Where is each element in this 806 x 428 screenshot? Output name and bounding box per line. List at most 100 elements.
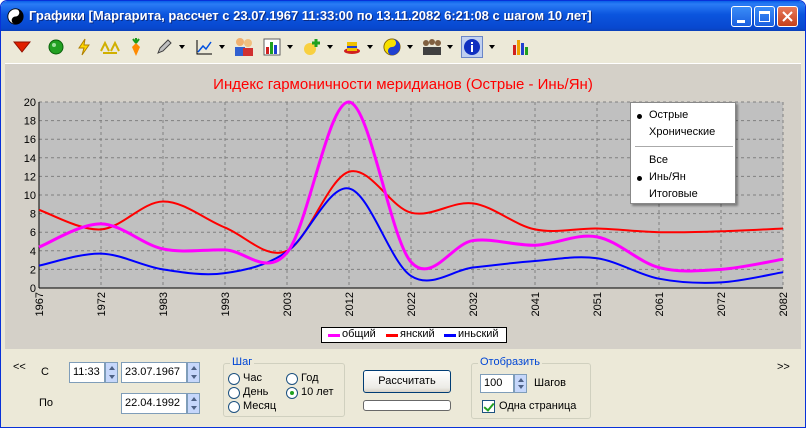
y-tick-label: 2 — [30, 264, 36, 276]
y-tick-label: 6 — [30, 227, 36, 239]
x-tick-label: 2072 — [716, 292, 728, 316]
menu-bullet-acute — [637, 114, 642, 119]
toolbar — [5, 33, 801, 61]
pen-dropdown-arrow[interactable] — [179, 45, 185, 49]
display-group: Отобразить 100 Шагов Одна страница — [471, 356, 591, 419]
x-tick-label: 2061 — [654, 292, 666, 316]
legend-swatch-total — [328, 334, 340, 337]
one-page-checkbox[interactable] — [482, 400, 495, 413]
x-tick-label: 2003 — [282, 292, 294, 316]
from-time-spinner[interactable] — [105, 362, 118, 383]
step-10years-radio[interactable] — [286, 387, 298, 399]
x-tick-label: 1967 — [34, 292, 46, 316]
legend-label-yang: янский — [400, 328, 435, 340]
x-tick-label: 2022 — [406, 292, 418, 316]
steps-label: Шагов — [534, 377, 566, 389]
bar-chart-dropdown-arrow[interactable] — [287, 45, 293, 49]
menu-item-yin-yang[interactable]: Инь/Ян — [649, 171, 686, 183]
x-tick-label: 2012 — [344, 292, 356, 316]
legend-label-yin: иньский — [458, 328, 499, 340]
chart-title: Индекс гармоничности меридианов (Острые … — [213, 76, 593, 93]
close-icon — [782, 11, 793, 22]
x-tick-label: 1983 — [158, 292, 170, 316]
yin-yang-dropdown-arrow[interactable] — [407, 45, 413, 49]
step-day-radio[interactable] — [228, 387, 240, 399]
step-year-radio[interactable] — [286, 373, 298, 385]
step-year-label[interactable]: Год — [301, 372, 319, 384]
from-time-input[interactable]: 11:33 — [69, 362, 105, 383]
steps-count-spinner[interactable] — [514, 374, 527, 393]
green-ball-icon[interactable] — [45, 36, 67, 58]
axes-dropdown-arrow[interactable] — [219, 45, 225, 49]
info-icon — [464, 39, 480, 55]
chart-legend: общий янский иньский — [321, 327, 507, 343]
step-hour-label[interactable]: Час — [243, 372, 262, 384]
step-month-radio[interactable] — [228, 401, 240, 413]
chart-axes-icon[interactable] — [193, 36, 215, 58]
steps-count-input[interactable]: 100 — [480, 374, 514, 393]
lightning-icon[interactable] — [73, 36, 95, 58]
prev-button[interactable]: << — [13, 361, 26, 373]
y-tick-label: 4 — [30, 246, 36, 258]
x-tick-label: 1993 — [220, 292, 232, 316]
display-group-title: Отобразить — [478, 356, 542, 368]
group-dropdown-arrow[interactable] — [447, 45, 453, 49]
y-tick-label: 14 — [24, 153, 36, 165]
next-button[interactable]: >> — [777, 361, 790, 373]
yin-yang-app-icon — [7, 8, 24, 25]
close-button[interactable] — [777, 6, 798, 27]
y-tick-label: 10 — [24, 190, 36, 202]
x-tick-label: 2082 — [778, 292, 790, 316]
window-title: Графики [Маргарита, рассчет с 23.07.1967… — [29, 8, 592, 23]
info-dropdown-arrow[interactable] — [489, 45, 495, 49]
step-10years-label[interactable]: 10 лет — [301, 386, 334, 398]
to-date-spinner[interactable] — [187, 393, 200, 414]
column-chart-icon[interactable] — [509, 36, 531, 58]
calculation-progress-bar — [363, 400, 451, 411]
minimize-icon — [737, 20, 745, 23]
stars-icon[interactable] — [99, 36, 121, 58]
legend-swatch-yin — [444, 334, 456, 337]
series-context-menu[interactable]: Острые Хронические Все Инь/Ян Итоговые — [630, 102, 736, 204]
minimize-button[interactable] — [731, 6, 752, 27]
menu-separator — [635, 146, 733, 147]
from-date-spinner[interactable] — [187, 362, 200, 383]
plus-dropdown-arrow[interactable] — [327, 45, 333, 49]
carrot-icon[interactable] — [125, 36, 147, 58]
legend-label-total: общий — [342, 328, 376, 340]
y-tick-label: 0 — [30, 283, 36, 295]
yin-yang-icon[interactable] — [381, 36, 403, 58]
calculate-button[interactable]: Рассчитать — [363, 370, 451, 393]
legend-swatch-yang — [386, 334, 398, 337]
y-tick-label: 18 — [24, 116, 36, 128]
menu-item-chronic[interactable]: Хронические — [649, 126, 716, 138]
one-page-label[interactable]: Одна страница — [499, 400, 577, 412]
plus-icon[interactable] — [301, 36, 323, 58]
menu-item-all[interactable]: Все — [649, 154, 668, 166]
to-date-input[interactable]: 22.04.1992 — [121, 393, 187, 414]
menu-item-total[interactable]: Итоговые — [649, 188, 698, 200]
menu-item-acute[interactable]: Острые — [649, 109, 689, 121]
to-label: По — [39, 397, 54, 409]
y-tick-label: 20 — [24, 97, 36, 109]
down-triangle-icon[interactable] — [11, 36, 33, 58]
y-tick-label: 12 — [24, 171, 36, 183]
group-icon[interactable] — [421, 36, 443, 58]
people-icon[interactable] — [233, 36, 255, 58]
title-bar[interactable]: Графики [Маргарита, рассчет с 23.07.1967… — [1, 1, 805, 31]
x-tick-label: 2041 — [530, 292, 542, 316]
bar-chart-icon[interactable] — [261, 36, 283, 58]
y-tick-label: 8 — [30, 209, 36, 221]
hat-dropdown-arrow[interactable] — [367, 45, 373, 49]
step-hour-radio[interactable] — [228, 373, 240, 385]
series-line-total — [38, 100, 784, 273]
step-day-label[interactable]: День — [243, 386, 269, 398]
from-date-input[interactable]: 23.07.1967 — [121, 362, 187, 383]
step-month-label[interactable]: Месяц — [243, 400, 277, 412]
pen-icon[interactable] — [153, 36, 175, 58]
maximize-button[interactable] — [754, 6, 775, 27]
hat-icon[interactable] — [341, 36, 363, 58]
info-button[interactable] — [461, 36, 483, 58]
controls-panel: << >> С 11:33 23.07.1967 По 22.04.1992 Ш… — [5, 351, 801, 427]
x-tick-label: 2051 — [592, 292, 604, 316]
